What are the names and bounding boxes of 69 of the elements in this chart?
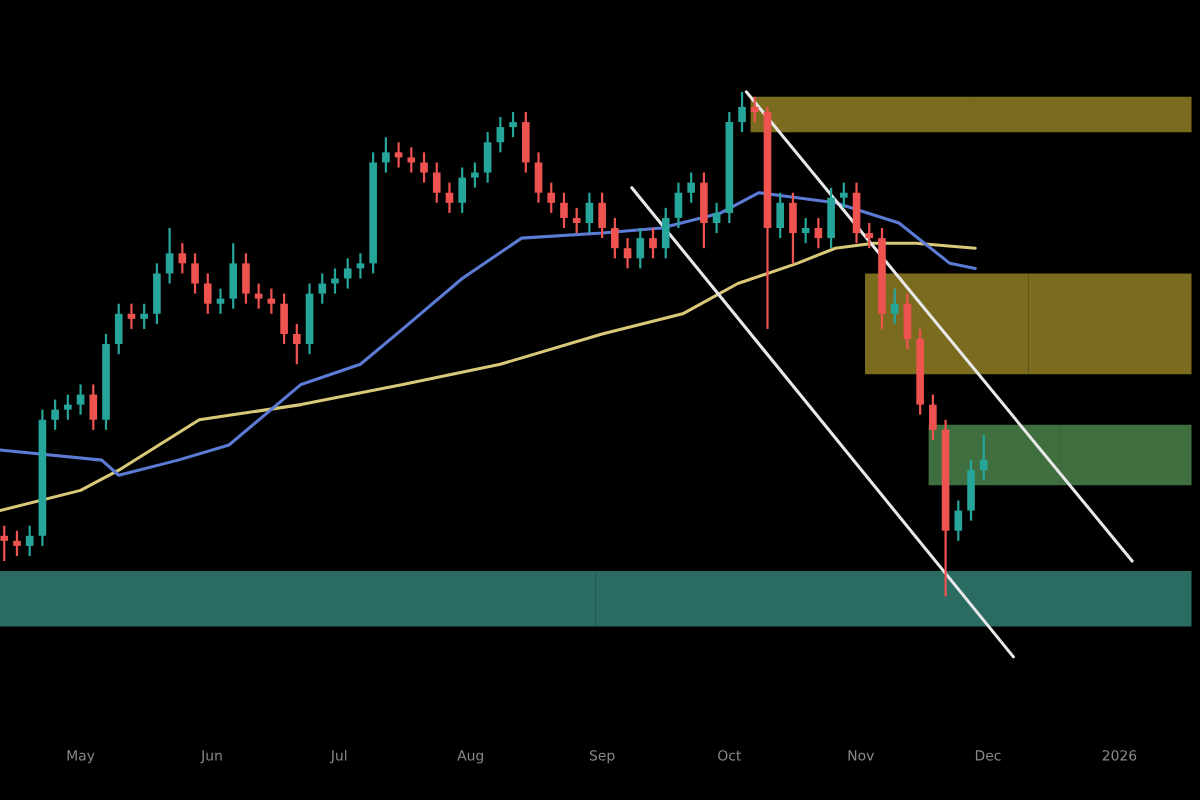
candlestick (852, 181, 861, 245)
candlestick (432, 161, 441, 204)
candlestick (394, 141, 403, 169)
candlestick (356, 252, 365, 280)
candlestick (165, 226, 174, 285)
candlestick (458, 166, 467, 215)
candlestick (343, 257, 352, 290)
candlestick (382, 136, 390, 174)
candlestick (712, 201, 721, 235)
candlestick (496, 115, 505, 154)
candlestick (929, 393, 937, 442)
candlestick (661, 206, 670, 260)
candlestick (420, 151, 428, 184)
candlestick (89, 383, 98, 431)
candlestick (814, 216, 823, 250)
candlestick (750, 95, 759, 124)
candlestick (534, 151, 543, 204)
candlestick (903, 292, 912, 351)
candlestick (64, 393, 72, 421)
candlestick (967, 459, 975, 522)
candlestick (318, 272, 327, 305)
candlestick (178, 242, 187, 275)
candlestick (840, 181, 848, 209)
candlestick (801, 216, 810, 245)
candlestick (585, 191, 594, 235)
candlestick (127, 302, 136, 331)
candlestick (483, 131, 492, 184)
candlestick (407, 146, 416, 174)
candlestick (229, 242, 238, 310)
candlestick (25, 524, 34, 558)
candlestick (509, 110, 517, 139)
candlestick (445, 181, 454, 215)
candlestick (572, 206, 581, 235)
candlestick (598, 191, 606, 240)
candlestick (521, 110, 530, 174)
candlestick (51, 398, 59, 431)
candlestick (216, 287, 225, 315)
candlestick (738, 90, 746, 134)
candlestick (293, 322, 301, 366)
candlestick (776, 191, 785, 240)
candlestick (649, 226, 657, 260)
candlestick (471, 161, 479, 189)
candlestick (76, 383, 85, 416)
candlestick (114, 302, 123, 356)
candlestick (827, 186, 835, 250)
candlestick (242, 252, 250, 305)
candlestick (0, 524, 9, 563)
candlestick (13, 529, 21, 558)
candlestick (203, 272, 212, 315)
candlestick (979, 433, 988, 482)
candlestick (623, 237, 632, 270)
candlestick (954, 499, 963, 542)
candlestick (191, 252, 199, 295)
candlestick (890, 287, 899, 326)
candlestick (789, 191, 797, 265)
candlestick (153, 262, 161, 326)
candlestick (700, 171, 708, 250)
candlestick (560, 191, 568, 230)
candlestick (280, 292, 288, 346)
candlestick (254, 282, 263, 310)
candlestick (636, 226, 645, 270)
candlestick (611, 216, 619, 260)
candlestick (687, 171, 695, 204)
candlestick (674, 181, 683, 230)
candlestick (267, 287, 276, 315)
candlestick (331, 267, 339, 295)
candlestick (140, 302, 148, 331)
candlestick (865, 221, 874, 250)
candlestick (547, 181, 556, 215)
